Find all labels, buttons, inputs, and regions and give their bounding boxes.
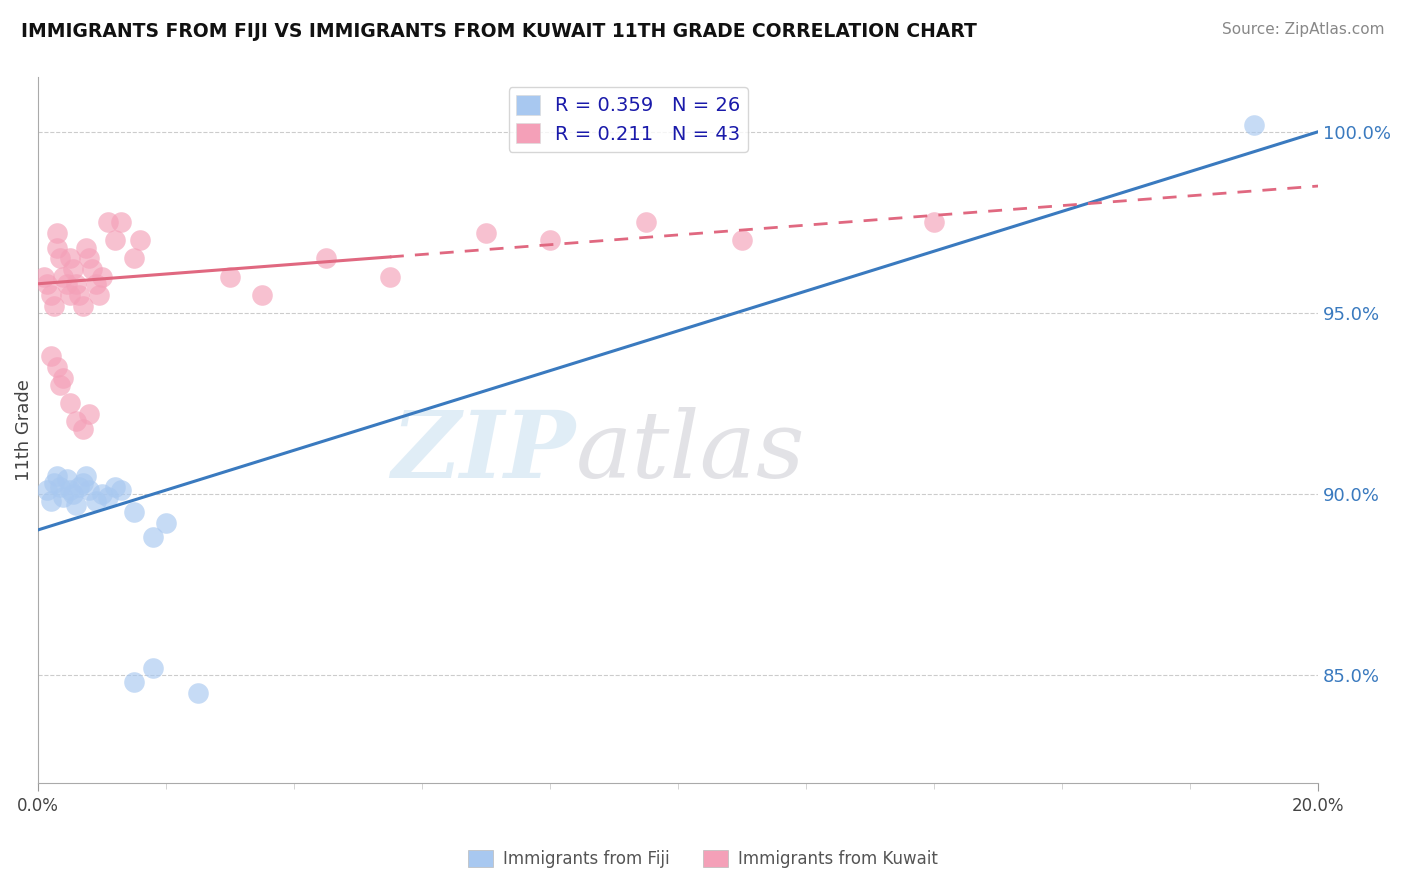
Point	[52, 491, 75, 505]
Point	[69, 479, 91, 493]
Point	[49, 252, 72, 266]
Point	[72, 298, 94, 312]
Point	[250, 287, 273, 301]
Point	[55, 277, 77, 291]
Point	[65, 498, 87, 512]
Point	[122, 505, 145, 519]
Point	[97, 215, 120, 229]
Point	[55, 472, 77, 486]
Text: ZIP: ZIP	[391, 407, 575, 497]
Point	[52, 371, 75, 385]
Point	[187, 686, 209, 700]
Point	[39, 287, 62, 301]
Point	[62, 262, 84, 277]
Point	[90, 269, 112, 284]
Y-axis label: 11th Grade: 11th Grade	[15, 379, 32, 482]
Point	[378, 269, 401, 284]
Point	[49, 479, 72, 493]
Legend: Immigrants from Fiji, Immigrants from Kuwait: Immigrants from Fiji, Immigrants from Ku…	[461, 843, 945, 875]
Point	[34, 269, 56, 284]
Point	[52, 269, 75, 284]
Point	[90, 487, 112, 501]
Point	[84, 277, 107, 291]
Point	[75, 468, 97, 483]
Point	[634, 215, 657, 229]
Point	[72, 421, 94, 435]
Point	[46, 359, 69, 374]
Point	[142, 660, 165, 674]
Point	[155, 516, 177, 530]
Point	[538, 233, 561, 247]
Point	[46, 468, 69, 483]
Point	[59, 483, 82, 497]
Point	[77, 483, 100, 497]
Point	[77, 252, 100, 266]
Point	[59, 287, 82, 301]
Point	[42, 475, 65, 490]
Point	[42, 298, 65, 312]
Text: IMMIGRANTS FROM FIJI VS IMMIGRANTS FROM KUWAIT 11TH GRADE CORRELATION CHART: IMMIGRANTS FROM FIJI VS IMMIGRANTS FROM …	[21, 22, 977, 41]
Point	[62, 487, 84, 501]
Point	[49, 378, 72, 392]
Point	[65, 414, 87, 428]
Point	[77, 407, 100, 421]
Point	[110, 483, 132, 497]
Point	[731, 233, 754, 247]
Point	[65, 277, 87, 291]
Point	[84, 494, 107, 508]
Point	[219, 269, 242, 284]
Point	[37, 483, 59, 497]
Point	[59, 396, 82, 410]
Point	[46, 226, 69, 240]
Legend: R = 0.359   N = 26, R = 0.211   N = 43: R = 0.359 N = 26, R = 0.211 N = 43	[509, 87, 748, 152]
Point	[110, 215, 132, 229]
Point	[1243, 118, 1265, 132]
Point	[69, 287, 91, 301]
Point	[122, 675, 145, 690]
Point	[122, 252, 145, 266]
Point	[39, 494, 62, 508]
Point	[75, 241, 97, 255]
Point	[475, 226, 498, 240]
Point	[87, 287, 110, 301]
Text: Source: ZipAtlas.com: Source: ZipAtlas.com	[1222, 22, 1385, 37]
Text: atlas: atlas	[575, 407, 806, 497]
Point	[922, 215, 945, 229]
Point	[129, 233, 152, 247]
Point	[104, 479, 127, 493]
Point	[72, 475, 94, 490]
Point	[315, 252, 337, 266]
Point	[39, 349, 62, 363]
Point	[97, 491, 120, 505]
Point	[142, 530, 165, 544]
Point	[37, 277, 59, 291]
Point	[82, 262, 104, 277]
Point	[59, 252, 82, 266]
Point	[46, 241, 69, 255]
Point	[104, 233, 127, 247]
